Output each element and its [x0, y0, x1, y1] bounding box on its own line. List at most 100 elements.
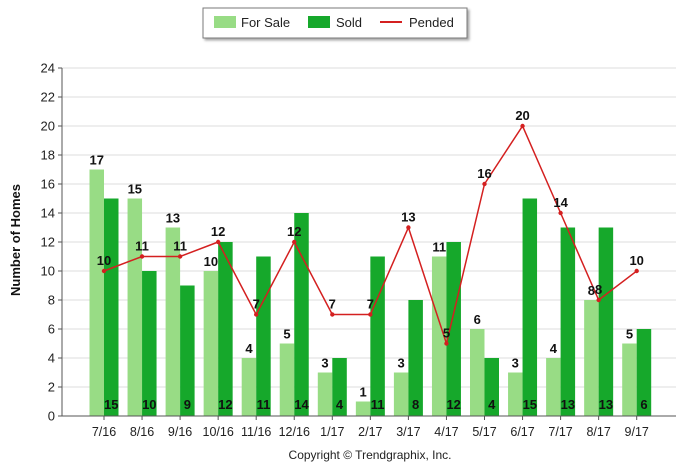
bar-sold: [332, 358, 347, 416]
data-label-for-sale: 15: [128, 182, 142, 197]
data-label-sold: 11: [371, 397, 385, 412]
bar-for-sale: [279, 343, 295, 416]
data-label-for-sale: 5: [283, 327, 290, 342]
legend-box: [202, 7, 468, 39]
x-tick-label: 7/16: [92, 425, 116, 439]
x-tick-label: 8/16: [130, 425, 154, 439]
data-label-pended: 10: [629, 253, 643, 268]
data-label-pended: 12: [287, 224, 301, 239]
bar-sold: [598, 227, 614, 416]
data-label-for-sale: 3: [398, 356, 405, 371]
bar-for-sale: [165, 227, 181, 416]
bar-for-sale: [431, 256, 447, 416]
bars: [89, 169, 652, 416]
bar-for-sale: [470, 329, 485, 416]
pended-point: [634, 268, 639, 274]
data-label-sold: 15: [523, 397, 537, 412]
data-label-for-sale: 11: [432, 240, 446, 255]
bar-sold: [522, 198, 538, 416]
x-tick-label: 10/16: [203, 425, 234, 439]
data-label-pended: 5: [443, 326, 450, 341]
y-tick-label: 16: [41, 177, 55, 192]
data-label-pended: 20: [515, 108, 529, 123]
x-tick-label: 5/17: [472, 425, 496, 439]
bar-sold: [218, 242, 233, 416]
bar-sold: [256, 256, 271, 416]
data-label-pended: 8: [595, 282, 602, 297]
data-label-pended: 14: [553, 195, 568, 210]
x-axis: 7/16 8/16 9/16 10/16 11/16 12/16 1/17 2/17 3/17 4…: [62, 415, 676, 439]
x-tick-label: 1/17: [320, 425, 344, 439]
y-tick-label: 12: [41, 235, 55, 250]
x-tick-label: 12/16: [279, 425, 310, 439]
x-tick-label: 11/16: [241, 425, 271, 439]
y-tick-label: 14: [41, 206, 55, 221]
data-label-for-sale: 5: [626, 327, 633, 342]
pended-point: [596, 297, 601, 303]
bar-for-sale: [355, 401, 371, 416]
bar-sold: [142, 271, 157, 416]
bar-sold: [294, 213, 309, 416]
data-label-pended: 7: [253, 297, 260, 312]
pended-point: [177, 254, 183, 259]
data-label-sold: 15: [104, 397, 118, 412]
pended-point: [139, 254, 145, 259]
x-tick-label: 6/17: [510, 425, 534, 439]
pended-point: [520, 123, 525, 129]
bar-sold: [446, 242, 461, 416]
y-tick-label: 4: [48, 351, 55, 366]
data-label-for-sale: 4: [245, 341, 253, 356]
data-label-for-sale: 3: [321, 356, 328, 371]
pended-point: [101, 268, 107, 274]
data-label-for-sale: 4: [550, 341, 558, 356]
pended-point: [406, 225, 411, 230]
bar-for-sale: [546, 358, 561, 416]
bar-sold: [180, 285, 195, 416]
y-tick-label: 24: [41, 61, 55, 76]
y-tick-label: 18: [41, 148, 55, 163]
data-label-pended: 11: [135, 239, 149, 254]
data-label-for-sale: 1: [359, 385, 366, 400]
data-label-for-sale: 6: [474, 312, 481, 327]
bar-for-sale: [622, 343, 637, 416]
x-tick-label: 3/17: [396, 425, 420, 439]
x-tick-label: 2/17: [358, 425, 382, 439]
data-label-for-sale: 13: [166, 211, 180, 226]
data-label-for-sale: 8: [588, 283, 595, 298]
pended-point: [330, 312, 335, 317]
x-tick-label: 7/17: [548, 425, 572, 439]
copyright-text: Copyright © Trendgraphix, Inc.: [289, 448, 452, 462]
pended-point: [444, 341, 449, 346]
bar-for-sale: [203, 271, 219, 416]
bar-for-sale: [393, 372, 409, 416]
data-label-for-sale: 17: [90, 153, 104, 168]
data-label-pended: 7: [329, 297, 336, 312]
data-label-sold: 4: [336, 397, 344, 412]
legend-label-for-sale: For Sale: [241, 15, 290, 30]
y-tick-label: 10: [41, 264, 55, 279]
legend-swatch-for-sale: [214, 16, 236, 28]
x-tick-label: 9/17: [625, 425, 649, 439]
data-label-sold: 12: [446, 397, 460, 412]
data-label-sold: 4: [488, 397, 496, 412]
data-label-sold: 12: [218, 397, 232, 412]
data-label-for-sale: 3: [512, 356, 519, 371]
pended-point: [482, 181, 487, 187]
bar-for-sale: [89, 169, 104, 416]
data-label-pended: 12: [211, 224, 225, 239]
x-tick-label: 4/17: [434, 425, 458, 439]
bar-for-sale: [508, 372, 523, 416]
y-tick-label: 6: [48, 322, 55, 337]
data-label-pended: 7: [367, 297, 374, 312]
bar-for-sale: [127, 198, 143, 416]
data-label-for-sale: 10: [204, 254, 218, 269]
legend-swatch-sold: [308, 16, 330, 28]
pended-line: [101, 123, 639, 347]
data-label-sold: 8: [412, 397, 419, 412]
data-label-pended: 13: [401, 210, 415, 225]
x-tick-label: 8/17: [586, 425, 610, 439]
data-label-pended: 16: [477, 166, 491, 181]
y-tick-label: 2: [48, 380, 55, 395]
